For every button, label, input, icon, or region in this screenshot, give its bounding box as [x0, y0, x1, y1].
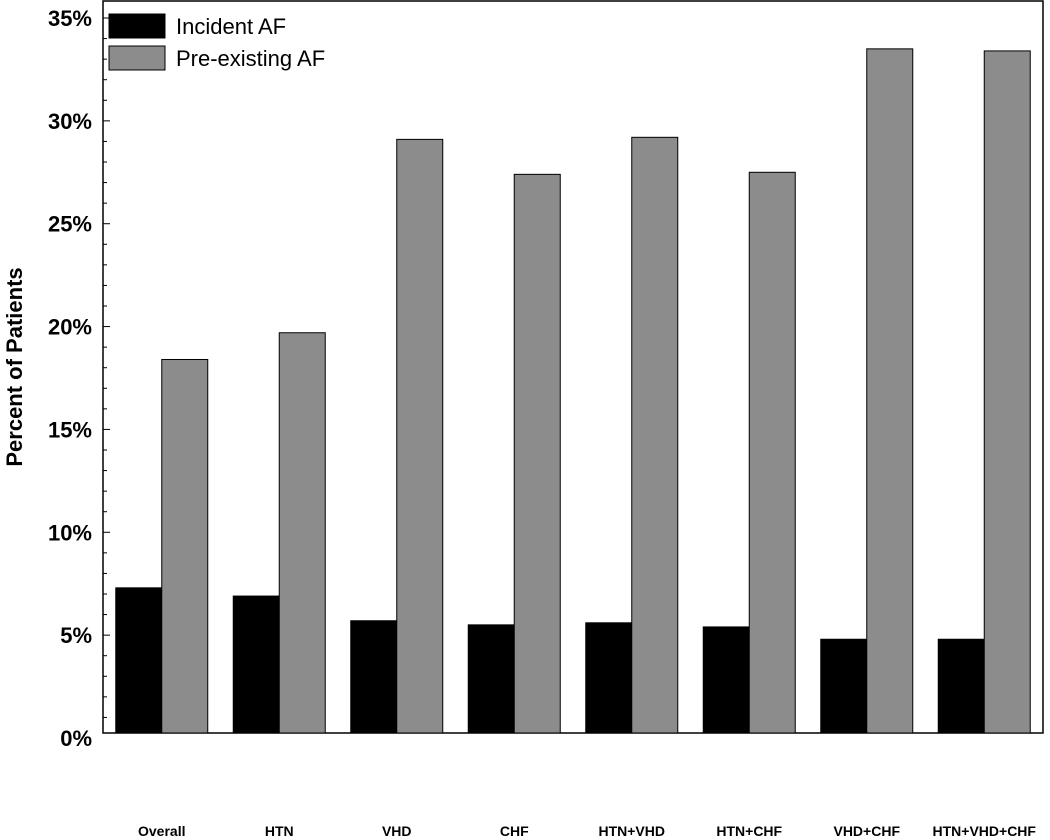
bar-incident-af-htn-vhd-chf [937, 638, 985, 734]
bar-incident-af-htn-chf [702, 626, 750, 734]
x-tick-label: VHD+CHF [833, 823, 900, 839]
bar-pre-existing-af-vhd-chf [866, 48, 914, 734]
legend-label: Pre-existing AF [176, 46, 325, 71]
bar-incident-af-vhd-chf [820, 638, 868, 734]
bar-incident-af-vhd [350, 620, 398, 734]
x-tick-label: VHD [382, 823, 412, 839]
y-tick-label: 30% [48, 109, 92, 134]
bar-pre-existing-af-htn [278, 332, 326, 734]
legend: Incident AF Pre-existing AF [108, 13, 325, 71]
x-tick-label: HTN+VHD+CHF [933, 823, 1037, 839]
legend-label: Incident AF [176, 14, 286, 39]
y-tick-label: 20% [48, 315, 92, 340]
y-tick-label: 10% [48, 520, 92, 545]
bar-incident-af-htn-vhd [585, 622, 633, 734]
bars [115, 48, 1031, 734]
bar-pre-existing-af-overall [161, 358, 209, 734]
bar-incident-af-overall [115, 587, 163, 734]
y-axis-label: Percent of Patients [2, 267, 27, 466]
x-tick-label: CHF [500, 823, 529, 839]
bar-pre-existing-af-chf [513, 173, 561, 734]
legend-swatch [108, 13, 166, 39]
bar-pre-existing-af-htn-vhd [631, 136, 679, 734]
x-tick-label: Overall [138, 823, 185, 839]
y-tick-label: 35% [48, 6, 92, 31]
y-axis: 0% 5% 10% 15% 20% 25% 30% 35% [48, 6, 110, 751]
bar-pre-existing-af-htn-vhd-chf [983, 50, 1031, 734]
legend-swatch [108, 45, 166, 71]
bar-incident-af-htn [232, 595, 280, 734]
x-tick-label: HTN+CHF [716, 823, 782, 839]
bar-pre-existing-af-htn-chf [748, 171, 796, 734]
x-axis-labels: Overall HTN VHD CHF HTN+VHD HTN+CHF VHD+CHF HTN… [138, 823, 1036, 839]
y-tick-label: 25% [48, 212, 92, 237]
x-tick-label: HTN [265, 823, 294, 839]
y-tick-label: 5% [60, 623, 92, 648]
bar-incident-af-chf [467, 624, 515, 734]
y-tick-label: 0% [60, 726, 92, 751]
y-tick-label: 15% [48, 417, 92, 442]
x-tick-label: HTN+VHD [598, 823, 665, 839]
bar-pre-existing-af-vhd [396, 138, 444, 734]
